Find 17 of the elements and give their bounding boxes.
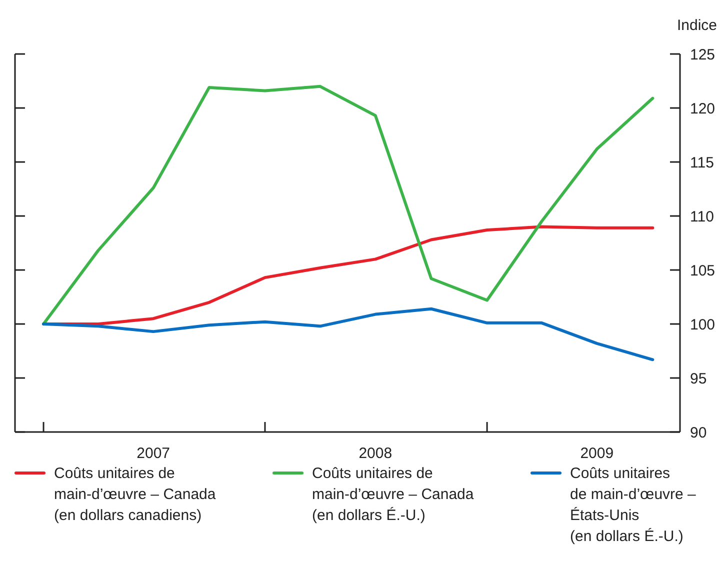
x-tick-label: 2008 [358, 445, 392, 462]
line-series [42, 307, 654, 362]
y-tick-label: 120 [690, 100, 716, 118]
y-tick-label: 110 [690, 208, 714, 226]
legend-label: Coûts unitaires de main-d’œuvre – Canada (en dollars É.-U.) [312, 465, 474, 524]
x-tick-label: 2009 [580, 445, 614, 462]
y-tick-label: 100 [690, 316, 716, 334]
y-axis-title: Indice [676, 17, 717, 34]
y-tick-label: 125 [690, 46, 716, 64]
y-tick-label: 105 [690, 262, 716, 280]
line-series [42, 84, 654, 326]
y-tick-label: 95 [690, 370, 707, 388]
legend-label: Coûts unitaires de main-d’œuvre – Canada (en dollars canadiens) [54, 465, 216, 524]
y-tick-label: 90 [690, 424, 707, 442]
y-tick-label: 115 [690, 154, 714, 172]
legend-label: Coûts unitaires de main-d’œuvre – États-Unis (en dollars É.-U.) [570, 465, 697, 545]
x-tick-label: 2007 [136, 445, 170, 462]
